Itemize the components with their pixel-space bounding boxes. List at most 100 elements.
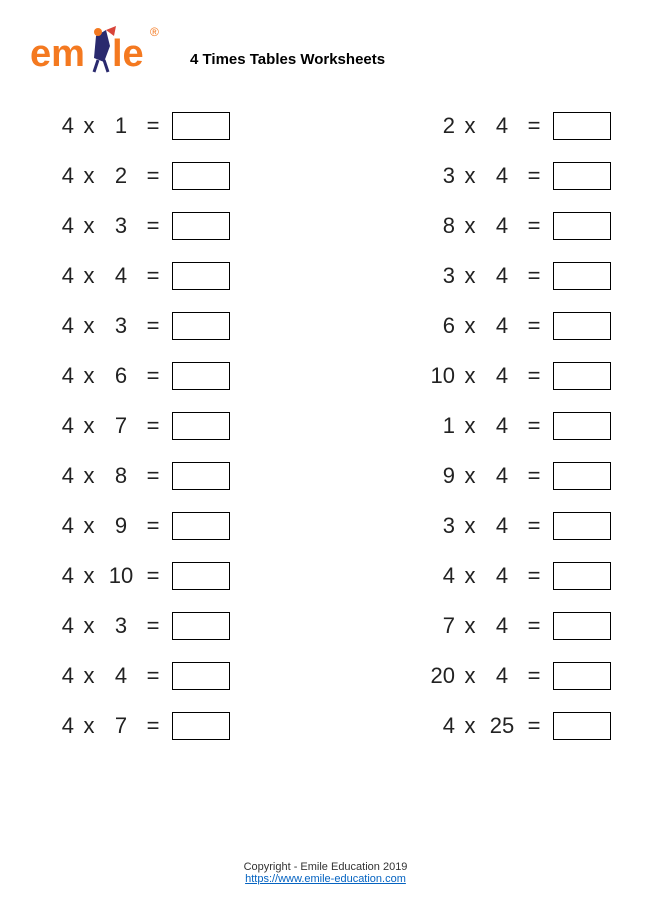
svg-text:le: le bbox=[112, 33, 144, 75]
problem-row: 7x4= bbox=[421, 610, 611, 642]
answer-box[interactable] bbox=[172, 512, 230, 540]
operand-b: 4 bbox=[485, 363, 519, 389]
answer-box[interactable] bbox=[172, 362, 230, 390]
answer-box[interactable] bbox=[172, 162, 230, 190]
answer-box[interactable] bbox=[172, 612, 230, 640]
equals-sign: = bbox=[138, 663, 168, 689]
answer-box[interactable] bbox=[553, 712, 611, 740]
operator: x bbox=[74, 563, 104, 589]
answer-box[interactable] bbox=[172, 112, 230, 140]
operand-b: 9 bbox=[104, 513, 138, 539]
operand-a: 4 bbox=[40, 663, 74, 689]
operand-b: 4 bbox=[485, 563, 519, 589]
operand-a: 4 bbox=[421, 563, 455, 589]
operator: x bbox=[455, 463, 485, 489]
equals-sign: = bbox=[519, 563, 549, 589]
operand-b: 25 bbox=[485, 713, 519, 739]
problem-row: 3x4= bbox=[421, 260, 611, 292]
answer-box[interactable] bbox=[172, 212, 230, 240]
equals-sign: = bbox=[138, 363, 168, 389]
operator: x bbox=[74, 213, 104, 239]
problem-row: 2x4= bbox=[421, 110, 611, 142]
equals-sign: = bbox=[519, 313, 549, 339]
problem-row: 4x4= bbox=[40, 660, 230, 692]
operand-b: 4 bbox=[104, 663, 138, 689]
operand-a: 4 bbox=[40, 713, 74, 739]
equals-sign: = bbox=[138, 213, 168, 239]
operand-a: 3 bbox=[421, 263, 455, 289]
operand-b: 4 bbox=[485, 663, 519, 689]
operand-b: 3 bbox=[104, 613, 138, 639]
operand-a: 4 bbox=[40, 563, 74, 589]
operand-b: 4 bbox=[485, 263, 519, 289]
operand-b: 4 bbox=[485, 113, 519, 139]
answer-box[interactable] bbox=[553, 612, 611, 640]
operator: x bbox=[455, 663, 485, 689]
answer-box[interactable] bbox=[553, 312, 611, 340]
answer-box[interactable] bbox=[172, 662, 230, 690]
equals-sign: = bbox=[519, 163, 549, 189]
equals-sign: = bbox=[138, 313, 168, 339]
answer-box[interactable] bbox=[553, 162, 611, 190]
operand-a: 4 bbox=[40, 263, 74, 289]
worksheet-title: 4 Times Tables Worksheets bbox=[190, 51, 385, 68]
answer-box[interactable] bbox=[172, 462, 230, 490]
answer-box[interactable] bbox=[553, 112, 611, 140]
operand-b: 4 bbox=[485, 613, 519, 639]
answer-box[interactable] bbox=[553, 262, 611, 290]
operand-b: 2 bbox=[104, 163, 138, 189]
footer: Copyright - Emile Education 2019 https:/… bbox=[0, 861, 651, 885]
answer-box[interactable] bbox=[172, 412, 230, 440]
operand-a: 4 bbox=[40, 113, 74, 139]
answer-box[interactable] bbox=[553, 512, 611, 540]
operand-b: 4 bbox=[485, 313, 519, 339]
operand-b: 3 bbox=[104, 213, 138, 239]
answer-box[interactable] bbox=[172, 562, 230, 590]
operand-b: 4 bbox=[485, 513, 519, 539]
answer-box[interactable] bbox=[553, 462, 611, 490]
problem-row: 4x3= bbox=[40, 610, 230, 642]
answer-box[interactable] bbox=[553, 412, 611, 440]
operator: x bbox=[74, 313, 104, 339]
equals-sign: = bbox=[138, 113, 168, 139]
problem-row: 4x7= bbox=[40, 410, 230, 442]
answer-box[interactable] bbox=[172, 312, 230, 340]
equals-sign: = bbox=[138, 713, 168, 739]
answer-box[interactable] bbox=[553, 212, 611, 240]
answer-box[interactable] bbox=[553, 662, 611, 690]
operand-a: 4 bbox=[40, 613, 74, 639]
operand-b: 1 bbox=[104, 113, 138, 139]
operator: x bbox=[455, 163, 485, 189]
problem-row: 4x3= bbox=[40, 210, 230, 242]
operand-a: 4 bbox=[40, 213, 74, 239]
equals-sign: = bbox=[519, 663, 549, 689]
answer-box[interactable] bbox=[553, 562, 611, 590]
operand-a: 4 bbox=[40, 413, 74, 439]
operator: x bbox=[455, 413, 485, 439]
worksheet-columns: 4x1=4x2=4x3=4x4=4x3=4x6=4x7=4x8=4x9=4x10… bbox=[30, 110, 621, 742]
problem-row: 4x4= bbox=[40, 260, 230, 292]
equals-sign: = bbox=[519, 213, 549, 239]
equals-sign: = bbox=[519, 463, 549, 489]
equals-sign: = bbox=[519, 113, 549, 139]
operand-a: 4 bbox=[40, 463, 74, 489]
operand-b: 4 bbox=[485, 163, 519, 189]
footer-link[interactable]: https://www.emile-education.com bbox=[245, 873, 406, 885]
operator: x bbox=[455, 263, 485, 289]
operand-a: 7 bbox=[421, 613, 455, 639]
header: em le ® 4 Times Tables Worksheets bbox=[30, 24, 621, 80]
operand-a: 3 bbox=[421, 163, 455, 189]
problem-row: 9x4= bbox=[421, 460, 611, 492]
operator: x bbox=[74, 263, 104, 289]
operator: x bbox=[74, 113, 104, 139]
equals-sign: = bbox=[138, 263, 168, 289]
answer-box[interactable] bbox=[553, 362, 611, 390]
problem-row: 4x1= bbox=[40, 110, 230, 142]
operand-b: 6 bbox=[104, 363, 138, 389]
answer-box[interactable] bbox=[172, 712, 230, 740]
operand-a: 2 bbox=[421, 113, 455, 139]
answer-box[interactable] bbox=[172, 262, 230, 290]
equals-sign: = bbox=[519, 513, 549, 539]
operand-a: 3 bbox=[421, 513, 455, 539]
problem-row: 6x4= bbox=[421, 310, 611, 342]
